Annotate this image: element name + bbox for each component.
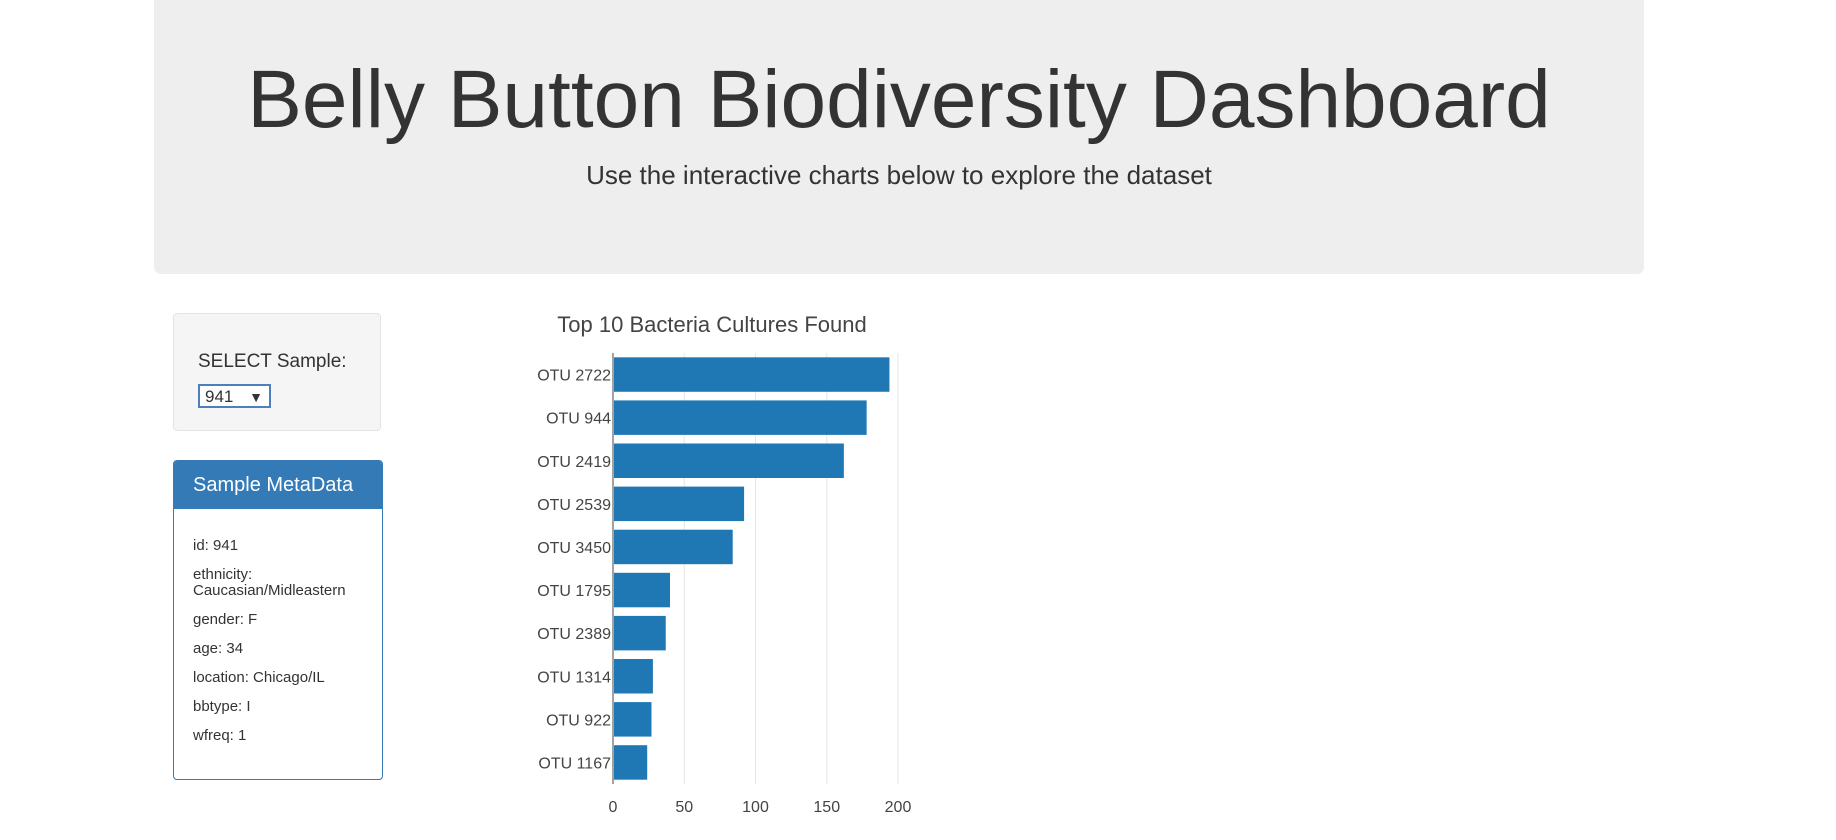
chart-title: Top 10 Bacteria Cultures Found [557,312,866,337]
y-tick-label: OTU 944 [546,411,611,428]
y-tick-label: OTU 1314 [537,669,611,686]
metadata-item-ethnicity: ethnicity: Caucasian/Midleastern [193,566,346,599]
metadata-item-location: location: Chicago/IL [193,669,325,686]
metadata-item-age: age: 34 [193,640,244,657]
header-jumbotron: Belly Button Biodiversity Dashboard Use … [154,0,1644,274]
bar[interactable] [614,400,867,435]
bar[interactable] [614,615,666,651]
page-title: Belly Button Biodiversity Dashboard [247,54,1551,145]
chevron-down-icon: ▼ [249,389,263,405]
metadata-item-id: id: 941 [193,537,239,554]
y-tick-label: OTU 1795 [537,583,611,600]
sample-select-value: 941 [205,387,234,406]
y-tick-label: OTU 2389 [537,626,611,643]
bar[interactable] [614,443,844,478]
metadata-panel: Sample MetaData id: 941 ethnicity: Cauca… [173,460,383,780]
bar[interactable] [614,572,670,608]
y-tick-label: OTU 3450 [537,540,611,557]
metadata-panel-title: Sample MetaData [174,461,382,509]
bar[interactable] [614,486,745,522]
metadata-item-gender: gender: F [193,611,258,628]
bar[interactable] [614,529,733,565]
bar[interactable] [614,745,648,780]
x-tick-label: 100 [742,799,769,816]
metadata-item-bbtype: bbtype: I [193,698,251,715]
x-tick-label: 150 [813,799,840,816]
sample-select[interactable]: 941 ▼ [198,384,271,408]
bar[interactable] [614,357,890,392]
y-tick-label: OTU 2419 [537,454,611,471]
x-tick-label: 50 [675,799,693,816]
x-tick-label: 200 [885,799,912,816]
y-tick-label: OTU 922 [546,712,611,729]
metadata-panel-body: id: 941 ethnicity: Caucasian/Midleastern… [174,509,382,744]
page-subtitle: Use the interactive charts below to expl… [586,160,1212,190]
x-tick-label: 0 [609,799,618,816]
y-tick-label: OTU 2539 [537,497,611,514]
select-sample-label: SELECT Sample: [198,351,347,372]
y-tick-label: OTU 2722 [537,368,611,385]
bar[interactable] [614,659,653,694]
y-tick-label: OTU 1167 [538,755,611,772]
bar[interactable] [614,702,652,737]
metadata-item-wfreq: wfreq: 1 [193,727,247,744]
sample-selector-well: SELECT Sample: 941 ▼ [173,313,381,431]
